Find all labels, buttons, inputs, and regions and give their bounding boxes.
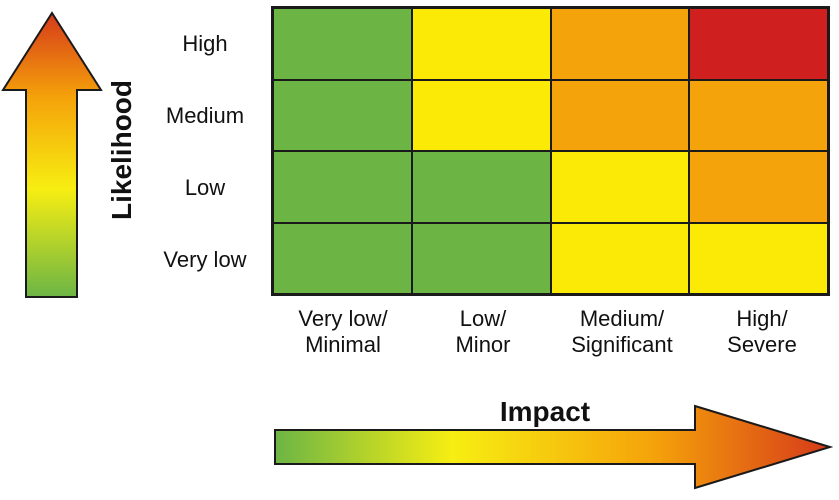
col-label-low: Low/ Minor (413, 304, 553, 360)
cell-low-likelihood-high-impact (689, 151, 828, 223)
col-label-high-line2: Severe (727, 332, 797, 357)
col-label-high-line1: High/ (736, 306, 788, 331)
cell-high-likelihood-very-low-impact (273, 8, 412, 80)
col-label-medium-line2: Significant (571, 332, 673, 357)
cell-very-low-likelihood-medium-impact (550, 222, 690, 294)
cell-high-likelihood-high-impact (689, 8, 828, 80)
likelihood-axis-title: Likelihood (106, 80, 137, 220)
cell-high-likelihood-low-impact (411, 8, 551, 80)
impact-axis-title: Impact (499, 396, 591, 427)
likelihood-arrow (1, 11, 103, 298)
col-label-very-low-line2: Minimal (305, 332, 381, 357)
cell-very-low-likelihood-low-impact (411, 222, 551, 294)
col-label-very-low-line1: Very low/ (298, 306, 388, 331)
col-label-very-low: Very low/ Minimal (273, 304, 413, 360)
cell-medium-likelihood-high-impact (689, 79, 828, 151)
row-label-low: Low (184, 175, 226, 200)
risk-matrix (271, 6, 830, 296)
cell-medium-likelihood-medium-impact (550, 79, 690, 151)
col-label-low-line2: Minor (455, 332, 511, 357)
impact-arrow (274, 404, 833, 490)
col-label-medium-line1: Medium/ (579, 306, 665, 331)
row-label-medium: Medium (165, 103, 245, 128)
row-label-very-low: Very low (163, 247, 247, 272)
cell-medium-likelihood-low-impact (411, 79, 551, 151)
cell-low-likelihood-medium-impact (550, 151, 690, 223)
cell-very-low-likelihood-high-impact (689, 222, 828, 294)
cell-medium-likelihood-very-low-impact (273, 79, 412, 151)
cell-low-likelihood-low-impact (411, 151, 551, 223)
row-label-high: High (182, 31, 228, 56)
col-label-high: High/ Severe (692, 304, 832, 360)
col-label-low-line1: Low/ (459, 306, 507, 331)
cell-very-low-likelihood-very-low-impact (273, 222, 412, 294)
cell-high-likelihood-medium-impact (550, 8, 690, 80)
col-label-medium: Medium/ Significant (552, 304, 692, 360)
cell-low-likelihood-very-low-impact (273, 151, 412, 223)
